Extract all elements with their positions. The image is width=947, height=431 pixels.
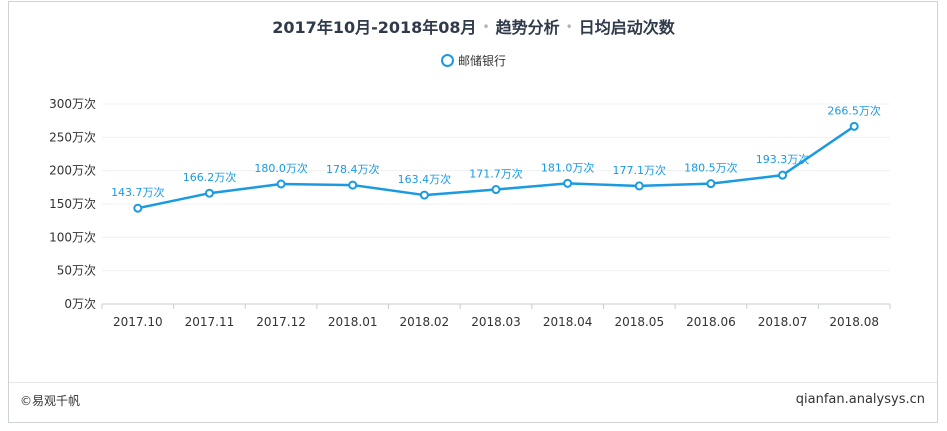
legend[interactable]: 邮储银行 [0, 52, 947, 69]
data-point [276, 179, 286, 189]
data-label: 180.5万次 [684, 161, 738, 175]
data-label: 180.0万次 [254, 161, 308, 175]
x-tick-label: 2018.02 [400, 315, 450, 329]
data-label: 178.4万次 [326, 162, 380, 176]
data-point [204, 188, 214, 198]
x-tick-label: 2017.11 [185, 315, 235, 329]
x-tick-label: 2018.04 [543, 315, 593, 329]
x-tick-label: 2017.10 [113, 315, 163, 329]
title-analysis: 趋势分析 [495, 18, 560, 37]
footer-divider [9, 382, 937, 383]
x-tick-label: 2017.12 [256, 315, 306, 329]
data-point [634, 181, 644, 191]
data-label: 163.4万次 [398, 172, 452, 186]
y-tick-label: 200万次 [49, 164, 96, 178]
x-tick-label: 2018.01 [328, 315, 378, 329]
data-point [563, 178, 573, 188]
data-point [778, 170, 788, 180]
data-label: 266.5万次 [827, 103, 881, 117]
x-tick-label: 2018.05 [614, 315, 664, 329]
chart-title: 2017年10月-2018年08月 • 趋势分析 • 日均启动次数 [0, 14, 947, 38]
data-label: 166.2万次 [183, 170, 237, 184]
x-tick-label: 2018.03 [471, 315, 521, 329]
title-separator-1: • [482, 20, 490, 34]
x-tick-label: 2018.06 [686, 315, 736, 329]
legend-label: 邮储银行 [457, 54, 506, 68]
data-point [133, 203, 143, 213]
title-date-range: 2017年10月-2018年08月 [272, 18, 477, 37]
title-metric: 日均启动次数 [578, 18, 675, 37]
y-tick-label: 50万次 [57, 264, 96, 278]
data-point [849, 121, 859, 131]
data-label: 193.3万次 [756, 152, 810, 166]
y-tick-label: 0万次 [64, 297, 96, 311]
data-point [706, 179, 716, 189]
chart-card [8, 1, 938, 423]
data-point [419, 190, 429, 200]
data-label: 171.7万次 [469, 167, 523, 181]
footer-copyright: ©易观千帆 [20, 394, 81, 408]
data-point [491, 185, 501, 195]
x-tick-label: 2018.07 [758, 315, 808, 329]
data-label: 181.0万次 [541, 160, 595, 174]
footer-url: qianfan.analysys.cn [795, 392, 925, 407]
y-tick-label: 300万次 [49, 97, 96, 111]
y-tick-label: 100万次 [49, 230, 96, 244]
data-label: 143.7万次 [111, 185, 165, 199]
legend-marker-icon [440, 54, 454, 67]
y-tick-label: 250万次 [49, 130, 96, 144]
x-tick-label: 2018.08 [829, 315, 879, 329]
data-point [348, 180, 358, 190]
data-label: 177.1万次 [613, 163, 667, 177]
y-tick-label: 150万次 [49, 197, 96, 211]
title-separator-2: • [565, 20, 573, 34]
